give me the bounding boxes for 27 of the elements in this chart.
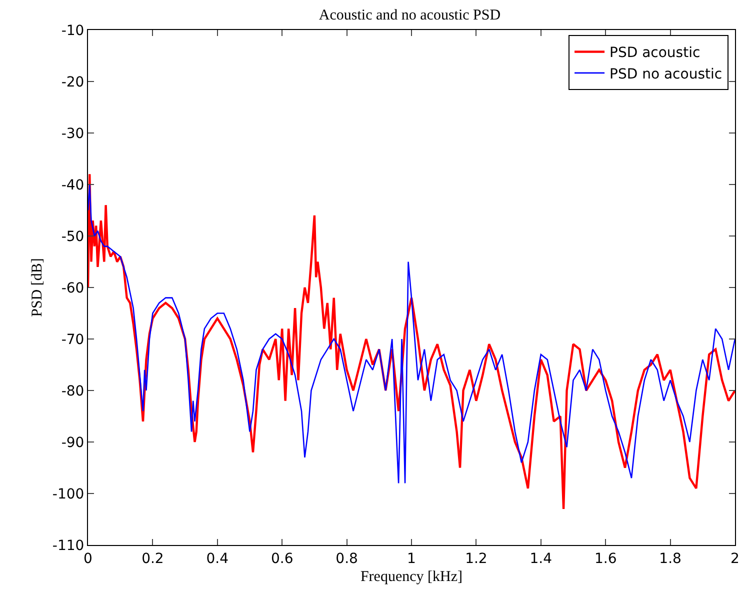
- y-tick-label: -50: [61, 228, 84, 245]
- y-tick-label: -60: [61, 280, 84, 296]
- y-tick-label: -40: [61, 177, 84, 194]
- chart-title: Acoustic and no acoustic PSD: [318, 8, 501, 24]
- x-tick-label: 1.8: [659, 550, 682, 567]
- x-tick-label: 0.8: [336, 550, 358, 567]
- x-tick-label: 0.4: [206, 550, 229, 567]
- y-tick-label: -110: [52, 538, 84, 554]
- y-tick-label: -100: [52, 486, 84, 502]
- y-tick-label: -10: [61, 22, 84, 39]
- x-tick-label: 1: [407, 550, 416, 567]
- x-tick-label: 1.2: [465, 550, 488, 567]
- y-tick-label: -90: [61, 434, 84, 451]
- y-tick-label: -20: [61, 74, 84, 90]
- y-tick-label: -30: [61, 126, 84, 142]
- x-tick-label: 2: [730, 550, 740, 567]
- x-tick-label: 1.4: [530, 550, 552, 567]
- x-tick-label: 0.2: [142, 550, 164, 567]
- y-tick-label: -70: [61, 332, 84, 348]
- x-tick-label: 0.6: [270, 550, 294, 567]
- y-tick-label: -80: [61, 383, 84, 400]
- x-tick-label: 1.6: [594, 550, 617, 567]
- y-axis-title: PSD [dB]: [30, 258, 46, 317]
- x-axis-title: Frequency [kHz]: [360, 568, 463, 585]
- legend-label: PSD acoustic: [610, 45, 700, 62]
- legend-label: PSD no acoustic: [610, 66, 722, 82]
- x-tick-label: 0: [84, 550, 92, 567]
